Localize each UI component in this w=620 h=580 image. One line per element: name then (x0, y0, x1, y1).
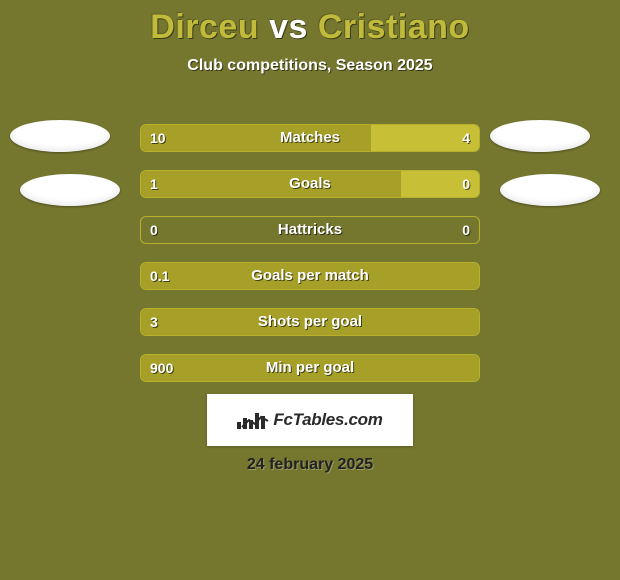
stat-bar-left (141, 263, 479, 289)
stat-value-left: 0 (150, 216, 158, 244)
stat-value-left: 900 (150, 354, 173, 382)
stat-rows: 104Matches10Goals00Hattricks0.1Goals per… (0, 124, 620, 400)
stat-value-right: 4 (462, 124, 470, 152)
subtitle: Club competitions, Season 2025 (0, 57, 620, 75)
page-title: Dirceu vs Cristiano (0, 0, 620, 47)
stat-value-right: 0 (462, 170, 470, 198)
stat-value-left: 10 (150, 124, 166, 152)
stat-bar-track (140, 124, 480, 152)
stat-value-left: 3 (150, 308, 158, 336)
stat-value-left: 0.1 (150, 262, 169, 290)
logo-text: FcTables.com (273, 410, 382, 430)
stat-row: 3Shots per goal (0, 308, 620, 336)
stat-row: 00Hattricks (0, 216, 620, 244)
fctables-logo: FcTables.com (207, 394, 413, 446)
date-caption: 24 february 2025 (0, 456, 620, 474)
stat-bar-track (140, 262, 480, 290)
logo-bars-icon (237, 409, 267, 429)
stat-row: 0.1Goals per match (0, 262, 620, 290)
stat-value-left: 1 (150, 170, 158, 198)
right-avatar (490, 120, 590, 152)
stat-bar-left (141, 309, 479, 335)
player1-name: Dirceu (150, 8, 259, 46)
stat-bar-left (141, 171, 401, 197)
stat-bar-track (140, 170, 480, 198)
left-avatar (20, 174, 120, 206)
stat-bar-track (140, 308, 480, 336)
comparison-infographic: Dirceu vs Cristiano Club competitions, S… (0, 0, 620, 580)
right-avatar (500, 174, 600, 206)
stat-bar-track (140, 216, 480, 244)
stat-bar-track (140, 354, 480, 382)
stat-bar-left (141, 355, 479, 381)
stat-bar-left (141, 125, 371, 151)
left-avatar (10, 120, 110, 152)
stat-row: 900Min per goal (0, 354, 620, 382)
stat-value-right: 0 (462, 216, 470, 244)
title-vs: vs (269, 8, 308, 46)
player2-name: Cristiano (318, 8, 470, 46)
